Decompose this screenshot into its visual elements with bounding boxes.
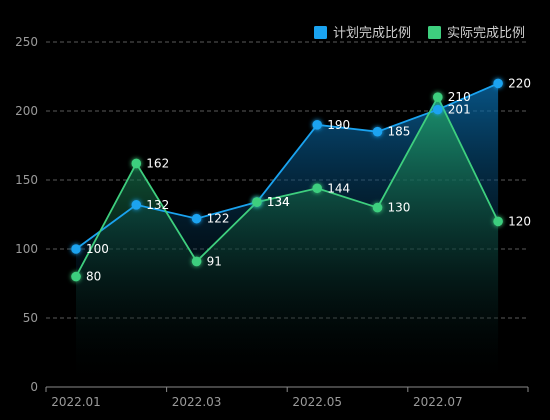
x-tick-label: 2022.01	[51, 395, 101, 409]
area-fill-series-2	[76, 97, 499, 387]
data-point-series-1[interactable]	[71, 244, 81, 254]
data-label-series-1: 134	[267, 195, 290, 209]
legend-item-2[interactable]: 实际完成比例	[428, 26, 525, 41]
data-point-series-1[interactable]	[372, 126, 383, 137]
legend-swatch	[428, 26, 441, 39]
data-point-series-1[interactable]	[312, 120, 323, 130]
y-tick-label: 100	[15, 242, 38, 256]
data-point-series-2[interactable]	[71, 271, 81, 282]
y-tick-label: 50	[23, 311, 38, 325]
series-line-2	[75, 95, 499, 278]
data-point-series-2[interactable]	[493, 216, 503, 227]
data-point-series-1[interactable]	[433, 104, 443, 115]
x-tick-label: 2022.05	[292, 395, 342, 409]
legend-swatch	[314, 26, 327, 39]
data-point-series-2[interactable]	[191, 256, 202, 267]
data-point-series-1[interactable]	[493, 78, 503, 89]
data-label-series-2: 162	[146, 156, 169, 170]
series-line-1	[75, 82, 499, 250]
data-label-series-1: 190	[327, 118, 350, 132]
x-tick-label: 2022.03	[172, 395, 222, 409]
legend-label: 实际完成比例	[447, 26, 525, 41]
data-label-series-2: 91	[207, 254, 222, 268]
data-point-series-1[interactable]	[131, 200, 142, 210]
data-point-series-2[interactable]	[252, 197, 262, 207]
data-label-series-2: 80	[86, 270, 101, 284]
x-tick-label: 2022.07	[413, 395, 463, 409]
data-label-series-1: 201	[448, 103, 471, 117]
data-label-series-1: 185	[388, 125, 411, 139]
series-lines	[75, 82, 499, 278]
legend-label: 计划完成比例	[333, 26, 411, 41]
legend[interactable]: 计划完成比例 实际完成比例	[314, 26, 525, 41]
data-point-series-2[interactable]	[131, 158, 142, 169]
data-label-series-1: 132	[146, 198, 169, 212]
data-point-series-2[interactable]	[372, 202, 383, 213]
y-tick-label: 250	[15, 35, 38, 49]
data-point-series-2[interactable]	[312, 183, 323, 194]
axes: 0 50 100 150 200 250 2022.01 2022.03 2022.05 2022…	[15, 35, 529, 409]
y-tick-label: 150	[15, 173, 38, 187]
data-label-series-1: 100	[86, 242, 109, 256]
data-label-series-2: 130	[388, 201, 411, 215]
legend-item-1[interactable]: 计划完成比例	[314, 26, 411, 41]
area-fills	[76, 83, 499, 388]
data-point-series-2[interactable]	[433, 92, 443, 102]
y-tick-label: 200	[15, 104, 38, 118]
data-label-series-2: 210	[448, 90, 471, 104]
data-label-series-2: 134	[267, 195, 290, 209]
data-point-series-1[interactable]	[191, 213, 202, 224]
data-label-series-1: 220	[508, 76, 531, 90]
data-label-series-1: 122	[207, 212, 230, 226]
data-label-series-2: 120	[508, 214, 531, 228]
y-tick-label: 0	[30, 380, 38, 394]
data-label-series-2: 144	[327, 181, 350, 195]
data-points	[71, 78, 503, 282]
